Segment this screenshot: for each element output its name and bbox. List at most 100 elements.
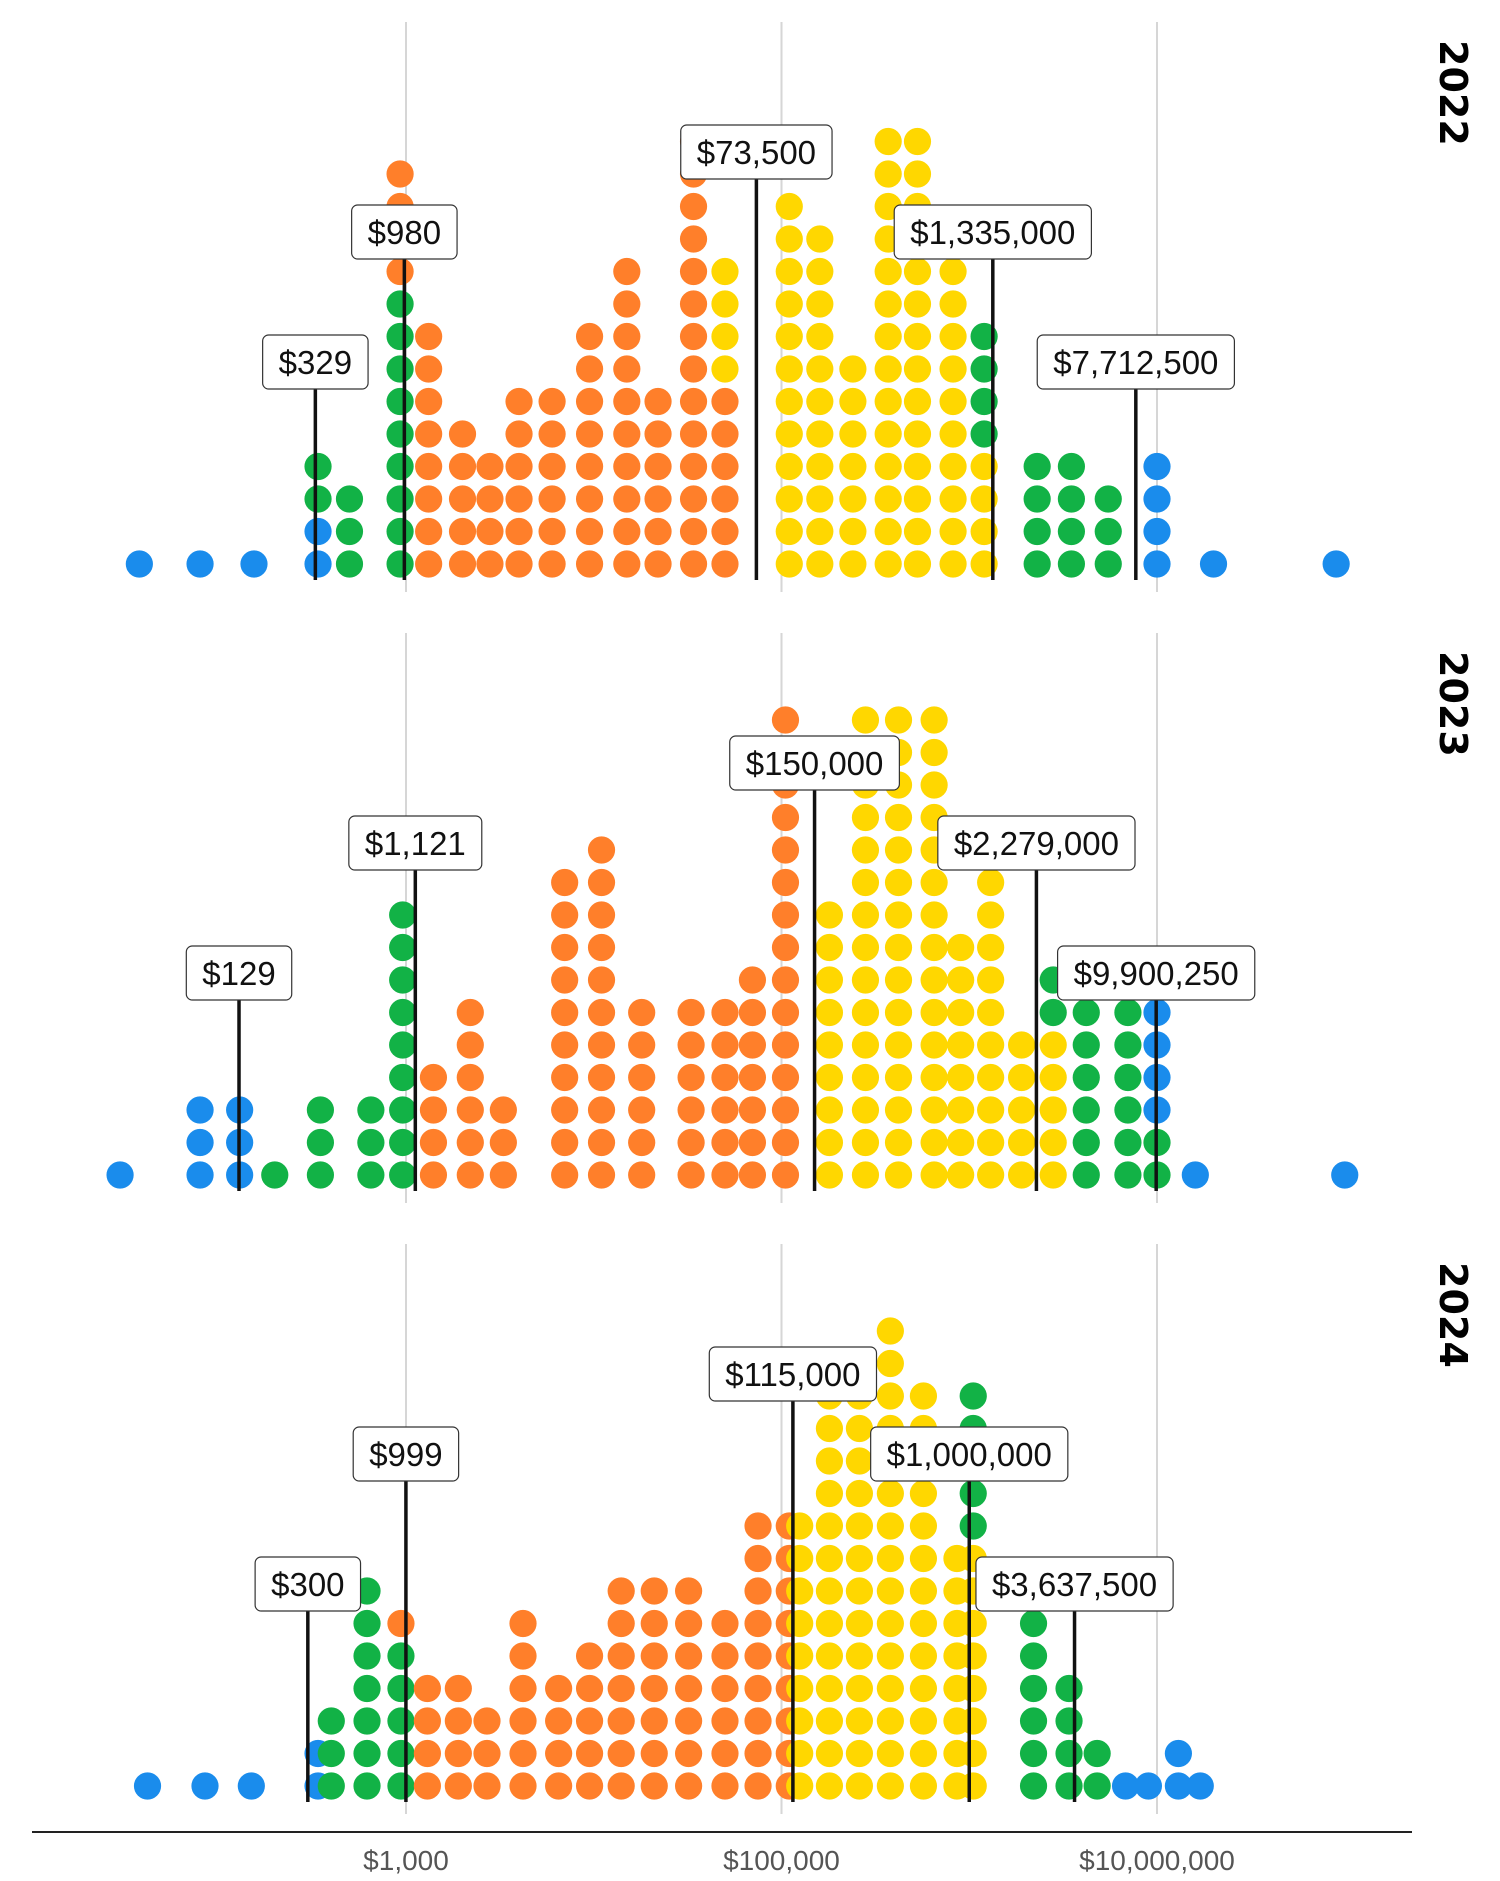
data-dot: [903, 485, 932, 513]
data-dot: [551, 1096, 579, 1124]
data-dot: [613, 420, 641, 448]
data-dot: [1007, 1031, 1036, 1059]
data-dot: [640, 1739, 668, 1768]
data-dot: [575, 1739, 604, 1768]
panel-year-label: 2023: [1431, 651, 1475, 757]
data-dot: [711, 420, 739, 448]
data-dot: [874, 257, 902, 286]
data-dot: [674, 1739, 703, 1768]
data-dot: [947, 1031, 975, 1059]
data-dot: [977, 998, 1005, 1027]
data-dot: [1199, 550, 1228, 578]
data-dot: [353, 1642, 381, 1670]
data-dot: [1111, 1772, 1140, 1800]
percentile-label: $329: [262, 334, 369, 390]
data-dot: [628, 1128, 656, 1157]
data-dot: [771, 998, 800, 1027]
percentile-label: $150,000: [729, 735, 900, 791]
data-dot: [1039, 998, 1067, 1027]
data-dot: [587, 933, 616, 962]
data-dot: [545, 1772, 573, 1800]
data-dot: [489, 1128, 517, 1157]
data-dot: [876, 1317, 904, 1345]
data-dot: [240, 550, 268, 578]
data-dot: [551, 1031, 579, 1059]
data-dot: [509, 1674, 537, 1703]
data-dot: [711, 517, 739, 546]
data-dot: [970, 517, 998, 546]
data-dot: [306, 1096, 334, 1124]
data-dot: [874, 127, 902, 156]
data-dot: [744, 1739, 772, 1768]
data-dot: [1083, 1772, 1111, 1800]
data-dot: [505, 485, 533, 513]
data-dot: [551, 901, 579, 929]
percentile-label-text: $1,121: [365, 825, 466, 862]
data-dot: [1007, 1128, 1036, 1157]
data-dot: [679, 420, 708, 448]
data-dot: [959, 1479, 987, 1508]
data-dot: [845, 1739, 874, 1768]
data-dot: [845, 1609, 874, 1638]
data-dot: [851, 868, 880, 897]
data-dot: [575, 517, 604, 546]
data-dot: [456, 1096, 484, 1124]
data-dot: [386, 160, 414, 188]
data-dot: [845, 1642, 874, 1670]
data-dot: [551, 1161, 579, 1189]
data-dot: [909, 1479, 938, 1508]
data-dot: [387, 1772, 415, 1800]
data-dot: [674, 1674, 703, 1703]
data-dot: [771, 868, 800, 897]
data-dot: [389, 1063, 417, 1092]
data-dot: [711, 257, 739, 286]
data-dot: [851, 1161, 880, 1189]
data-dot: [237, 1772, 265, 1800]
data-dot: [613, 322, 641, 351]
data-dot: [1134, 1772, 1163, 1800]
data-dot: [815, 1128, 844, 1157]
data-dot: [970, 452, 998, 481]
data-dot: [771, 1096, 800, 1124]
data-dot: [575, 420, 604, 448]
percentile-label-text: $1,000,000: [887, 1436, 1052, 1473]
data-dot: [674, 1577, 703, 1605]
data-dot: [509, 1609, 537, 1638]
data-dot: [489, 1161, 517, 1189]
data-dot: [744, 1642, 772, 1670]
data-dot: [815, 1096, 844, 1124]
data-dot: [851, 933, 880, 962]
data-dot: [1039, 1096, 1067, 1124]
data-dot: [909, 1739, 938, 1768]
data-dot: [947, 933, 975, 962]
data-dot: [304, 452, 332, 481]
data-dot: [551, 966, 579, 994]
data-dot: [1186, 1772, 1214, 1800]
percentile-label-text: $150,000: [746, 745, 884, 782]
year-labels: 2022 2023 2024: [1431, 40, 1475, 1368]
data-dot: [613, 387, 641, 416]
data-dot: [677, 1031, 705, 1059]
data-dot: [775, 257, 803, 286]
data-dot: [845, 1544, 874, 1573]
data-dot: [711, 1128, 739, 1157]
percentile-label: $1,000,000: [870, 1426, 1069, 1482]
data-dot: [786, 1609, 814, 1638]
data-dot: [903, 517, 932, 546]
data-dot: [977, 966, 1005, 994]
data-dot: [389, 966, 417, 994]
percentile-label: $129: [185, 945, 293, 1001]
data-dot: [884, 803, 913, 832]
data-dot: [775, 387, 803, 416]
data-dot: [1094, 517, 1122, 546]
x-tick-label: $10,000,000: [1079, 1845, 1235, 1876]
data-dot: [815, 1544, 844, 1573]
data-dot: [815, 1642, 844, 1670]
data-dot: [419, 1128, 448, 1157]
data-dot: [505, 452, 533, 481]
data-dot: [587, 836, 616, 864]
data-dot: [538, 420, 566, 448]
data-dot: [711, 1739, 739, 1768]
data-dot: [970, 387, 998, 416]
percentile-label-box: [975, 1556, 1174, 1612]
